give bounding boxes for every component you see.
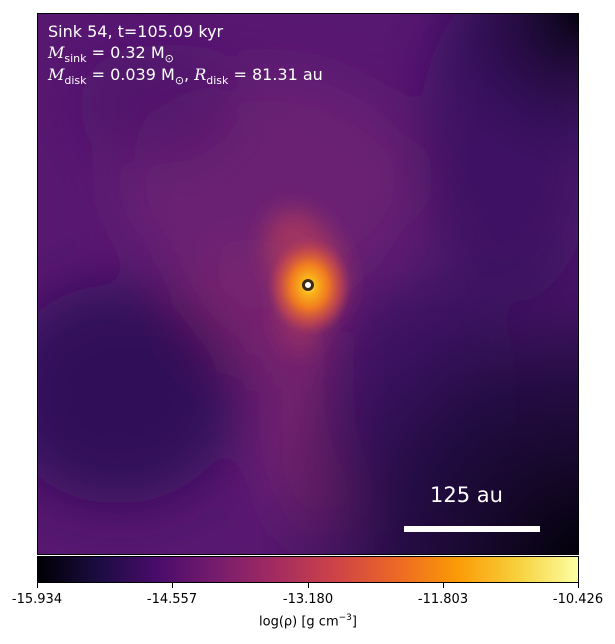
colorbar-tick <box>308 583 309 588</box>
colorbar <box>37 556 579 583</box>
colorbar-tick <box>443 583 444 588</box>
colorbar-tick-label: -15.934 <box>11 592 63 607</box>
colorbar-tick-label: -14.557 <box>146 592 198 607</box>
colorbar-tick <box>172 583 173 588</box>
sink-id-label: Sink 54, t=105.09 kyr <box>48 22 224 41</box>
sink-mass-label: Msink = 0.32 M⊙ <box>48 43 174 66</box>
scale-bar <box>404 526 540 532</box>
colorbar-tick-label: -10.426 <box>552 592 604 607</box>
disk-properties-label: Mdisk = 0.039 M⊙, Rdisk = 81.31 au <box>48 65 323 88</box>
colorbar-tick <box>37 583 38 588</box>
colorbar-tick-label: -11.803 <box>417 592 469 607</box>
colorbar-tick-label: -13.180 <box>282 592 334 607</box>
density-map <box>38 14 578 554</box>
colorbar-tick <box>578 583 579 588</box>
scale-bar-label: 125 au <box>430 483 503 507</box>
sink-particle-marker <box>302 279 314 291</box>
density-map-panel: Sink 54, t=105.09 kyr Msink = 0.32 M⊙ Md… <box>37 13 579 555</box>
colorbar-label: log(ρ) [g cm−3] <box>259 613 357 630</box>
